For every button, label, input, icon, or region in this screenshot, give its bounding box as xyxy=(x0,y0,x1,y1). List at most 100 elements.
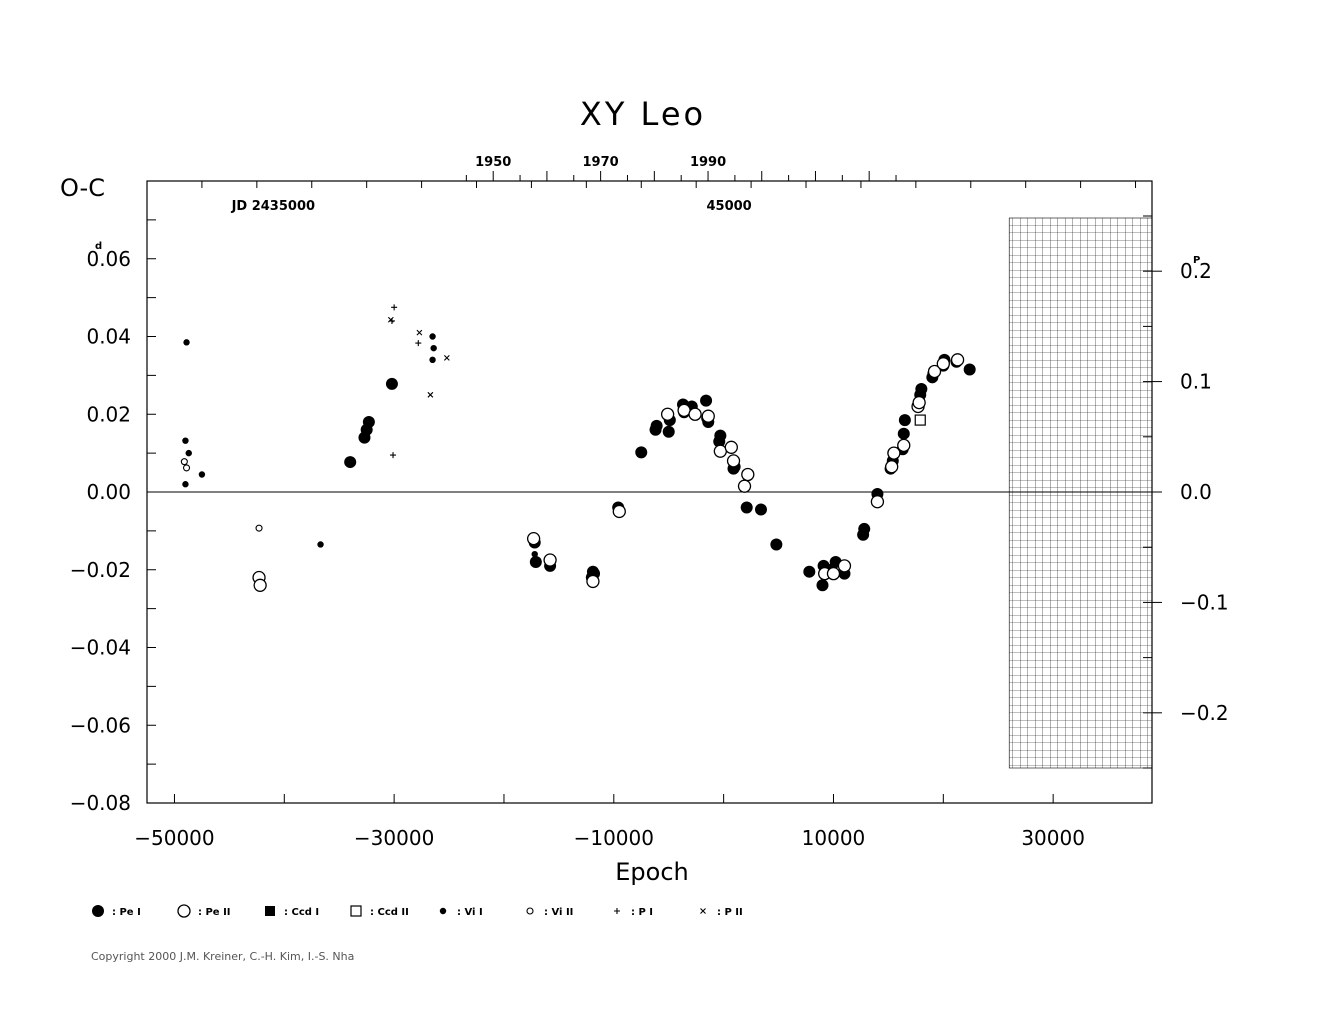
data-point xyxy=(317,541,324,548)
x-tick-label: 30000 xyxy=(1021,826,1085,850)
x-tick-label: −10000 xyxy=(574,826,654,850)
data-point xyxy=(936,357,950,371)
data-point xyxy=(635,446,648,459)
future-region xyxy=(1008,217,1153,769)
data-point xyxy=(443,354,450,361)
data-point xyxy=(740,501,753,514)
data-point xyxy=(803,565,816,578)
data-point xyxy=(180,458,188,466)
legend-entry: : P II xyxy=(700,907,743,918)
data-point xyxy=(660,407,675,421)
legend-entry: : Vi I xyxy=(439,907,483,918)
data-point xyxy=(915,382,928,395)
data-point xyxy=(950,353,965,367)
legend-label: : Ccd I xyxy=(284,907,319,918)
legend-entry: : Pe I xyxy=(92,905,141,918)
series-ccd-ii xyxy=(914,414,926,426)
data-point xyxy=(253,578,267,592)
data-point xyxy=(713,444,727,458)
data-point xyxy=(429,333,436,340)
legend-label: : Pe II xyxy=(198,907,231,918)
y-tick-label: −0.08 xyxy=(70,791,131,815)
data-point xyxy=(858,522,871,535)
x-axis-label: Epoch xyxy=(615,858,689,886)
legend: : Pe I: Pe II: Ccd I: Ccd II: Vi I: Vi I… xyxy=(92,904,743,918)
data-points xyxy=(180,304,976,592)
y-tick-label: 0.06 xyxy=(86,247,131,271)
data-point xyxy=(586,574,600,589)
data-point xyxy=(826,566,841,581)
data-point xyxy=(701,409,715,423)
data-point xyxy=(344,456,357,469)
legend-label: : Pe I xyxy=(112,907,141,918)
data-point xyxy=(183,339,190,346)
legend-marker xyxy=(439,907,447,915)
series-pe-i xyxy=(344,353,976,592)
right-tick-label: 0.2 xyxy=(1180,259,1212,283)
x-tick-label: 10000 xyxy=(802,826,866,850)
data-point xyxy=(543,553,557,567)
top-jd-label: JD 2435000 xyxy=(231,199,315,214)
right-tick-label: 0.1 xyxy=(1180,370,1212,394)
data-point xyxy=(816,579,829,592)
data-point xyxy=(415,340,422,347)
data-point xyxy=(927,364,942,379)
data-point xyxy=(726,454,741,468)
legend-marker xyxy=(265,906,275,916)
y-tick-label: −0.06 xyxy=(70,713,131,737)
legend-label: : P II xyxy=(717,907,743,918)
data-point xyxy=(837,559,852,573)
legend-label: : Ccd II xyxy=(370,907,409,918)
data-point xyxy=(963,363,976,376)
data-point xyxy=(741,467,755,482)
data-point xyxy=(724,440,738,454)
data-point xyxy=(429,356,436,364)
data-point xyxy=(714,429,727,442)
data-point xyxy=(887,446,901,460)
y-tick-label: −0.02 xyxy=(70,558,131,582)
legend-marker xyxy=(526,907,534,915)
x-tick-label: −30000 xyxy=(354,826,434,850)
legend-label: : P I xyxy=(631,907,653,918)
data-point xyxy=(531,551,538,558)
legend-marker xyxy=(177,904,191,918)
data-point xyxy=(700,394,713,407)
data-point xyxy=(182,437,189,444)
data-point xyxy=(898,414,911,427)
data-point xyxy=(526,532,541,546)
y-tick-label: 0.00 xyxy=(86,480,131,504)
data-point xyxy=(754,503,767,516)
top-year-label: 1990 xyxy=(690,155,726,170)
data-point xyxy=(529,555,542,568)
legend-marker xyxy=(92,905,104,917)
data-point xyxy=(885,460,899,474)
y-unit-label: d xyxy=(95,241,102,252)
data-point xyxy=(650,419,663,432)
data-point xyxy=(897,438,911,453)
axes-group: −50000 −30000 −10000 10000 30000 0.06 0.04 0.02… xyxy=(70,155,1229,850)
series-vi-i xyxy=(182,333,538,558)
legend-entry: : Pe II xyxy=(177,904,231,918)
right-tick-label: −0.2 xyxy=(1180,701,1229,725)
data-point xyxy=(870,495,885,509)
data-point xyxy=(182,481,189,488)
right-tick-label: 0.0 xyxy=(1180,480,1212,504)
chart-title: XY Leo xyxy=(580,95,706,133)
data-point xyxy=(770,538,783,551)
legend-label: : Vi I xyxy=(457,907,483,918)
y-tick-label: 0.02 xyxy=(86,402,131,426)
data-point xyxy=(198,471,206,478)
y-tick-label: −0.04 xyxy=(70,636,131,660)
legend-entry: : Ccd I xyxy=(265,906,319,918)
data-point xyxy=(612,504,626,519)
data-point xyxy=(430,344,437,352)
series-p-ii xyxy=(387,316,450,398)
series-vi-ii xyxy=(180,458,263,532)
copyright-text: Copyright 2000 J.M. Kreiner, C.-H. Kim, … xyxy=(91,950,354,963)
top-year-label: 1970 xyxy=(583,155,619,170)
right-unit-label: P xyxy=(1193,255,1200,266)
top-jd-label: 45000 xyxy=(707,199,752,214)
right-tick-label: −0.1 xyxy=(1180,590,1229,614)
data-point xyxy=(912,395,926,410)
